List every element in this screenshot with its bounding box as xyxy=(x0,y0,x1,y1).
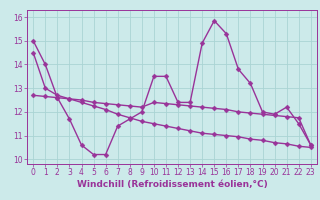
X-axis label: Windchill (Refroidissement éolien,°C): Windchill (Refroidissement éolien,°C) xyxy=(76,180,268,189)
